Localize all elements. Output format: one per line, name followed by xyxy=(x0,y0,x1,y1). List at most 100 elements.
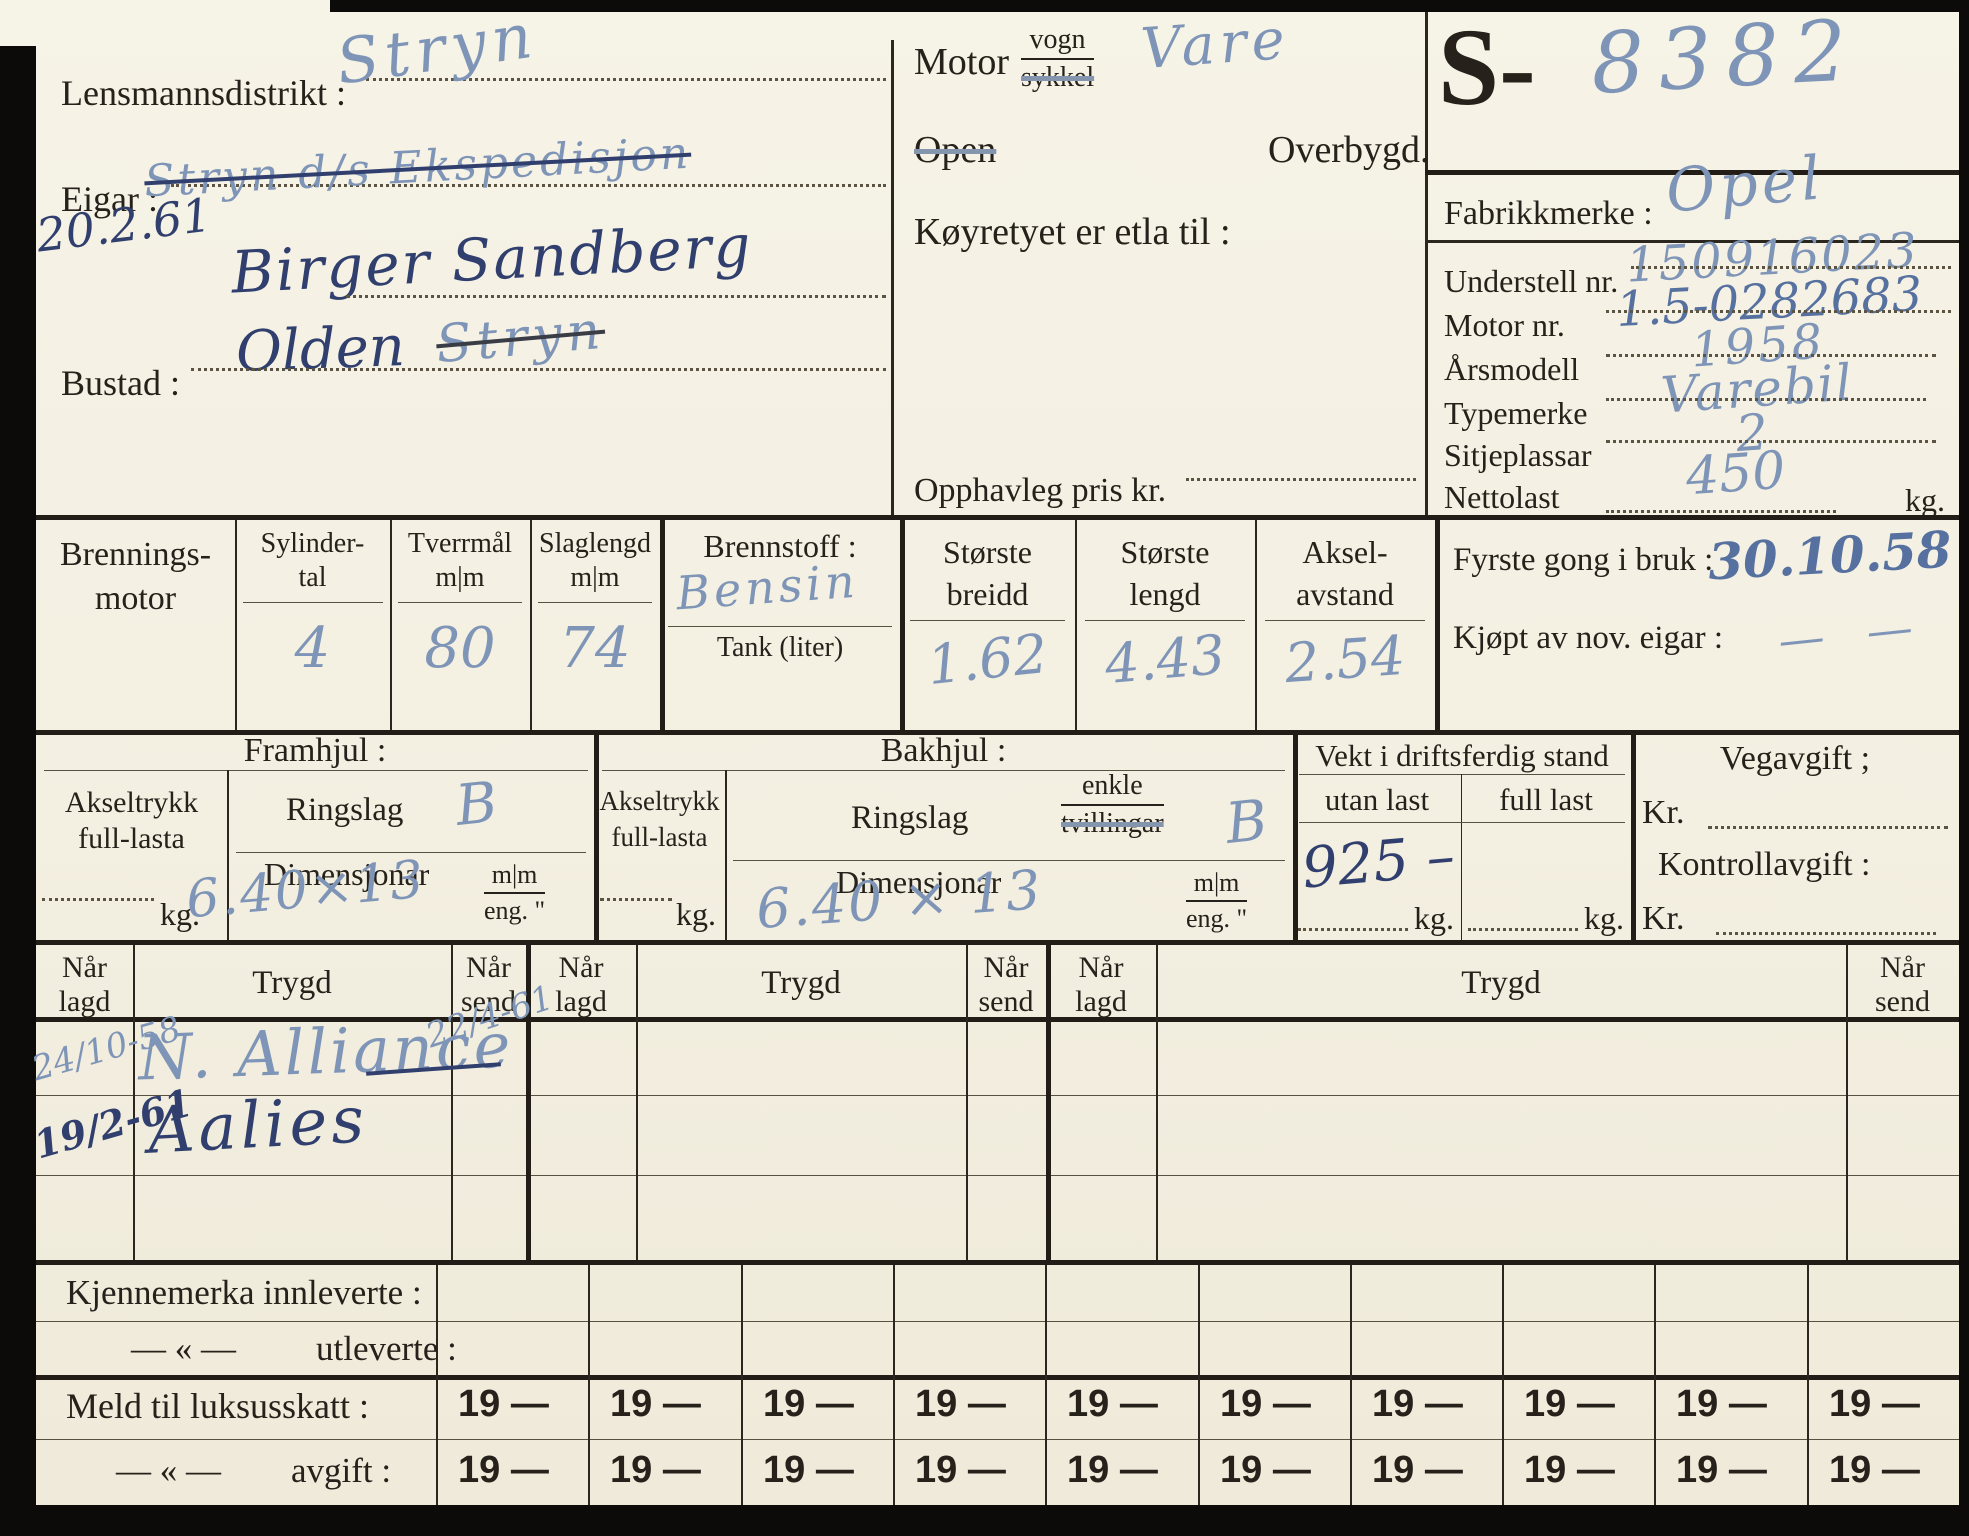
brennstoff-label: Brennstoff : xyxy=(703,528,857,564)
motornr-label: Motor nr. xyxy=(1444,307,1565,343)
year-cell: 19 — xyxy=(763,1383,854,1425)
fram-dimensjonar-value-handwritten: 6.40×13 xyxy=(183,849,428,931)
vegavgift-kr-label: Kr. xyxy=(1642,794,1685,831)
storste-breidd-label1: Største xyxy=(943,534,1032,570)
mm-label: m|m xyxy=(1186,868,1248,902)
bought-by-new-owner-value-handwritten: — — xyxy=(1775,598,1930,668)
fram-dimensjonar-label: Dimensjonar xyxy=(264,856,430,892)
rule xyxy=(668,626,892,627)
full-last-kg-unit: kg. xyxy=(1584,900,1624,936)
year-cell: 19 — xyxy=(1676,1383,1767,1425)
g2-nar-send-label2: send xyxy=(978,985,1034,1018)
rule xyxy=(1046,945,1051,1260)
rule xyxy=(900,520,905,730)
rule xyxy=(235,520,237,730)
year-cell: 19 — xyxy=(458,1449,549,1491)
rule xyxy=(1265,620,1425,621)
rule xyxy=(1846,945,1848,1260)
dotted-line xyxy=(1468,928,1578,931)
g1-trygd-label: Trygd xyxy=(252,965,332,1001)
year-cell: 19 — xyxy=(1829,1383,1920,1425)
engine-title-line2: motor xyxy=(94,580,177,617)
bak-dimensjonar-label: Dimensjonar xyxy=(836,864,1002,900)
sykkel-label-struck: sykkel xyxy=(1021,62,1095,93)
slaglengd-value-handwritten: 74 xyxy=(559,616,631,681)
rule xyxy=(636,945,638,1260)
dotted-line xyxy=(1186,478,1416,481)
sitjeplassar-label: Sitjeplassar xyxy=(1444,437,1592,473)
rule xyxy=(725,770,727,940)
bak-akseltrykk-label2: full-lasta xyxy=(611,822,708,852)
rule xyxy=(594,730,599,940)
lensmannsdistrikt-label: Lensmannsdistrikt : xyxy=(61,73,346,113)
rule xyxy=(1502,1265,1504,1505)
dotted-line xyxy=(1606,310,1951,313)
scan-edge-notch-left xyxy=(0,0,36,46)
year-cell: 19 — xyxy=(1067,1383,1158,1425)
utan-last-kg-unit: kg. xyxy=(1414,900,1454,936)
bustad-label: Bustad : xyxy=(61,363,181,403)
plates-issued-label: utleverte : xyxy=(316,1329,457,1368)
rule xyxy=(893,1265,895,1505)
year-cell: 19 — xyxy=(458,1383,549,1425)
year-cell: 19 — xyxy=(1220,1383,1311,1425)
tvillingar-label-struck: tvillingar xyxy=(1061,808,1164,839)
vogn-label: vogn xyxy=(1021,24,1095,60)
rule xyxy=(36,1095,1959,1096)
g2-nar-lagd-label1: Når xyxy=(558,951,604,984)
rule xyxy=(966,945,968,1260)
rule xyxy=(1807,1265,1809,1505)
g3-nar-lagd-label2: lagd xyxy=(1075,985,1127,1018)
fram-akseltrykk-label2: full-lasta xyxy=(78,822,185,855)
rule xyxy=(36,1321,1959,1322)
rule xyxy=(36,1439,1959,1440)
bakhjul-title: Bakhjul : xyxy=(880,732,1007,769)
fram-mm-eng-fraction: m|m eng. " xyxy=(484,860,546,926)
ditto-mark: — « — xyxy=(116,1451,221,1490)
rule xyxy=(1654,1265,1656,1505)
fabrikkmerke-value-handwritten: Opel xyxy=(1663,143,1828,227)
tank-label: Tank (liter) xyxy=(716,632,844,663)
tverrmal-label2: m|m xyxy=(435,562,485,593)
year-cell: 19 — xyxy=(1524,1383,1615,1425)
rule xyxy=(1156,945,1158,1260)
rule xyxy=(1461,774,1462,940)
rule xyxy=(436,1265,438,1505)
vekt-title: Vekt i driftsferdig stand xyxy=(1315,738,1609,773)
dotted-line xyxy=(191,368,886,371)
rule xyxy=(891,40,894,515)
fabrikkmerke-label: Fabrikkmerke : xyxy=(1444,195,1653,232)
bottom-band: Kjennemerka innleverte : — « — utleverte… xyxy=(36,1265,1959,1505)
rule xyxy=(526,945,531,1260)
mm-label: m|m xyxy=(484,860,546,894)
dotted-line xyxy=(171,184,886,187)
rule xyxy=(741,1265,743,1505)
eng-inch-label: eng. " xyxy=(1186,904,1248,933)
first-use-label: Fyrste gong i bruk : xyxy=(1453,542,1714,578)
year-cell: 19 — xyxy=(1524,1449,1615,1491)
brennstoff-value-handwritten: Bensin xyxy=(674,553,861,621)
top-band: Lensmannsdistrikt : Stryn Eigar : Stryn … xyxy=(33,0,1959,518)
kontrollavgift-kr-label: Kr. xyxy=(1642,900,1685,937)
dotted-line xyxy=(1606,354,1936,357)
rule xyxy=(1299,774,1625,775)
engine-band: Brennings- motor Sylinder- tal 4 Tverrmå… xyxy=(36,515,1959,735)
bought-by-new-owner-label: Kjøpt av nov. eigar : xyxy=(1453,620,1724,656)
enkle-tvillingar-fraction: enkle tvillingar xyxy=(1061,770,1164,840)
rule xyxy=(36,1175,1959,1176)
first-use-value-handwritten: 30.10.58 xyxy=(1706,519,1953,592)
dotted-line xyxy=(1606,398,1926,401)
g3-nar-send-label1: Når xyxy=(1880,951,1925,984)
rule xyxy=(227,770,229,940)
rule xyxy=(243,602,383,603)
rule xyxy=(36,1375,1959,1380)
storste-breidd-label2: breidd xyxy=(946,576,1029,612)
sylindertal-value-handwritten: 4 xyxy=(294,616,331,681)
fram-ringslag-label: Ringslag xyxy=(286,792,404,828)
utan-last-value-handwritten: 925 – xyxy=(1299,823,1458,902)
rule xyxy=(1198,1265,1200,1505)
year-cell: 19 — xyxy=(915,1449,1006,1491)
bustad-struck-value-handwritten: Stryn xyxy=(433,300,608,376)
dotted-line xyxy=(600,898,672,901)
